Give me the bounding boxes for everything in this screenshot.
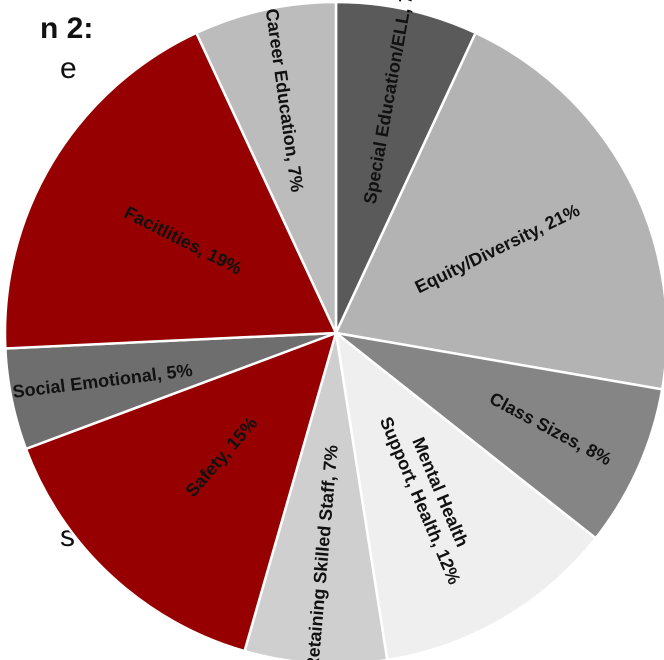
background-text-fragment: e (60, 52, 77, 85)
pie-slice-career-education (194, 0, 338, 334)
pie-slice-facitlities (3, 31, 338, 350)
pie-slice-class-sizes (335, 331, 664, 540)
pie-slice-safety (24, 330, 338, 653)
pie-slice-special-education-ell (334, 0, 478, 334)
pie-slice-mental-health-support-health (334, 330, 598, 660)
pie-slice-retaining-skilled-staff (242, 332, 389, 660)
pie-slice-equity-diversity (334, 31, 664, 391)
background-heading-fragment: n 2: (40, 12, 94, 45)
